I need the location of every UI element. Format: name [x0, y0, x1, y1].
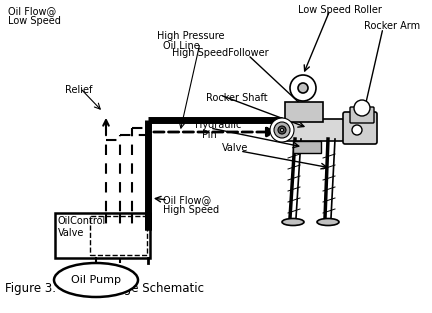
FancyBboxPatch shape	[343, 112, 377, 144]
Circle shape	[298, 83, 308, 93]
Text: Rocker Arm: Rocker Arm	[364, 21, 420, 31]
Text: Relief: Relief	[65, 85, 92, 95]
FancyBboxPatch shape	[350, 107, 374, 123]
Text: Oil Flow@: Oil Flow@	[8, 6, 56, 16]
FancyBboxPatch shape	[282, 119, 344, 141]
Text: Low Speed Roller: Low Speed Roller	[298, 5, 382, 15]
Text: OilControl
Valve: OilControl Valve	[58, 216, 106, 238]
Ellipse shape	[54, 263, 138, 297]
Bar	[90, 216, 147, 255]
Text: High Speed: High Speed	[163, 205, 219, 215]
Circle shape	[352, 125, 362, 135]
FancyBboxPatch shape	[293, 141, 321, 153]
Text: Hydraulic: Hydraulic	[195, 120, 241, 130]
Text: Low Speed: Low Speed	[8, 16, 61, 26]
Text: Oil Line: Oil Line	[163, 41, 200, 51]
Ellipse shape	[317, 218, 339, 225]
Text: High Pressure: High Pressure	[157, 31, 225, 41]
Text: Pin: Pin	[202, 130, 217, 140]
Text: High SpeedFollower: High SpeedFollower	[172, 48, 269, 58]
Circle shape	[290, 75, 316, 101]
Text: Figure 3.    Lift Change Schematic: Figure 3. Lift Change Schematic	[5, 282, 204, 295]
Text: Oil Pump: Oil Pump	[71, 275, 121, 285]
Circle shape	[274, 122, 290, 138]
Text: Valve: Valve	[222, 143, 248, 153]
Bar	[55, 213, 150, 258]
Ellipse shape	[282, 218, 304, 225]
Circle shape	[270, 118, 294, 142]
Text: Rocker Shaft: Rocker Shaft	[206, 93, 268, 103]
FancyBboxPatch shape	[285, 102, 323, 122]
Circle shape	[278, 126, 286, 134]
Circle shape	[354, 100, 370, 116]
Text: Oil Flow@: Oil Flow@	[163, 195, 211, 205]
Circle shape	[280, 129, 283, 131]
